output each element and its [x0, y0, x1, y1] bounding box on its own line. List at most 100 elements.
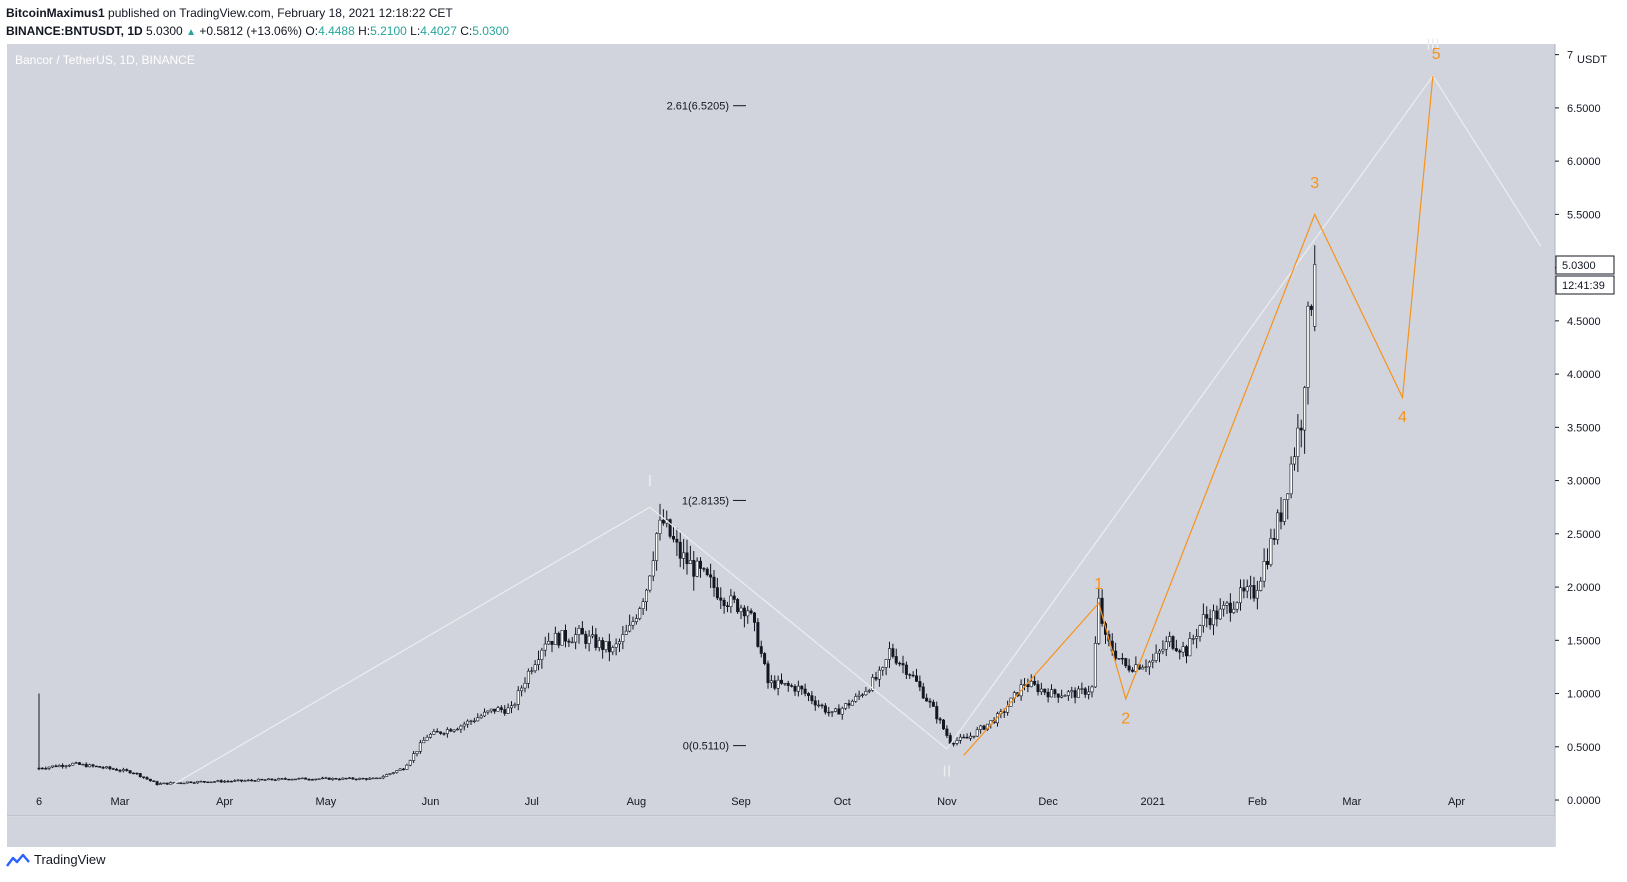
candle-body [307, 778, 311, 781]
candle-body [752, 612, 756, 623]
tradingview-brand[interactable]: TradingView [34, 852, 106, 867]
candle-body [1093, 643, 1097, 688]
candle-body [898, 662, 902, 665]
candle-body [101, 767, 105, 769]
close-label: C: [460, 24, 473, 38]
candle-body [115, 768, 119, 771]
candle-body [891, 648, 895, 657]
candle-body [1090, 686, 1094, 693]
candle-body [128, 770, 132, 774]
candle-body [1141, 667, 1145, 670]
candle-body [1144, 666, 1148, 668]
candle-body [705, 568, 709, 576]
y-tick-label: 3.5000 [1567, 422, 1601, 434]
candle-body [240, 779, 244, 782]
candle-body [1066, 691, 1070, 696]
candle-body [729, 595, 733, 607]
candle-body [1063, 695, 1067, 697]
x-tick-label: Dec [1038, 796, 1058, 808]
candle-body [186, 781, 190, 784]
candle-body [439, 731, 443, 734]
candle-body [256, 778, 260, 782]
y-axis-area[interactable] [1556, 44, 1627, 847]
candle-body [607, 641, 611, 653]
candle-body [1239, 587, 1243, 604]
candle-body [243, 780, 247, 782]
high-label: H: [358, 24, 371, 38]
candle-body [918, 681, 922, 688]
candle-body [1218, 608, 1222, 620]
candle-body [64, 765, 68, 767]
candle-body [1242, 587, 1246, 592]
y-tick-label: 1.5000 [1567, 635, 1601, 647]
candle-body [155, 781, 159, 786]
candle-body [260, 778, 264, 781]
candle-body [61, 765, 65, 767]
author-name[interactable]: BitcoinMaximus1 [6, 6, 105, 20]
candle-body [138, 773, 142, 778]
candle-body [702, 568, 706, 570]
candle-body [435, 731, 439, 733]
candle-body [979, 725, 983, 730]
candle-body [611, 647, 615, 653]
candle-body [759, 646, 763, 654]
x-tick-label: Jun [422, 796, 440, 808]
candle-body [263, 779, 267, 781]
candle-body [806, 693, 810, 696]
candle-body [162, 782, 166, 785]
candle-body [1269, 538, 1273, 565]
candle-body [810, 695, 814, 702]
candle-body [152, 780, 156, 782]
candle-body [540, 649, 544, 660]
candle-body [331, 778, 335, 780]
candle-body [169, 782, 173, 785]
orange-wave-count: 1 2 3 4 5 [963, 46, 1441, 756]
candle-body [712, 576, 716, 588]
footer: TradingView [6, 852, 106, 867]
candle-body [844, 703, 848, 709]
candle-body [78, 762, 82, 765]
fib-level-label: 2.61(6.5205) [667, 101, 729, 113]
candle-body [911, 674, 915, 677]
x-tick-label: 2021 [1141, 796, 1165, 808]
candle-body [398, 768, 402, 771]
publish-info: published on TradingView.com, February 1… [108, 6, 453, 20]
candle-body [98, 766, 102, 768]
plot-area[interactable] [7, 44, 1555, 816]
candle-body [617, 641, 621, 645]
candle-body [1309, 305, 1313, 310]
candle-body [40, 767, 44, 770]
candle-body [1043, 688, 1047, 693]
candle-body [509, 705, 513, 709]
candle-body [1070, 690, 1074, 693]
candle-body [975, 729, 979, 737]
candle-body [763, 653, 767, 665]
candle-body [928, 700, 932, 703]
candle-body [1195, 636, 1199, 639]
candle-body [634, 618, 638, 622]
candle-body [1073, 690, 1077, 698]
candle-body [364, 778, 368, 780]
candle-body [469, 720, 473, 723]
candle-body [533, 664, 537, 672]
candle-body [550, 640, 554, 645]
candle-body [1178, 650, 1182, 653]
candle-body [857, 694, 861, 697]
candle-body [1060, 695, 1064, 698]
last-price-box [1555, 255, 1615, 275]
candle-body [94, 765, 98, 768]
candle-body [1286, 493, 1290, 500]
candle-body [1245, 586, 1249, 592]
x-axis-area[interactable] [7, 817, 1555, 847]
tradingview-logo-icon [6, 853, 30, 867]
candle-body [452, 729, 456, 732]
candle-body [837, 708, 841, 715]
x-tick-label: Nov [937, 796, 957, 808]
candle-body [887, 648, 891, 660]
candle-body [418, 742, 422, 752]
candle-body [290, 778, 294, 781]
candle-body [327, 777, 331, 780]
candle-body [881, 667, 885, 671]
candle-body [648, 575, 652, 591]
